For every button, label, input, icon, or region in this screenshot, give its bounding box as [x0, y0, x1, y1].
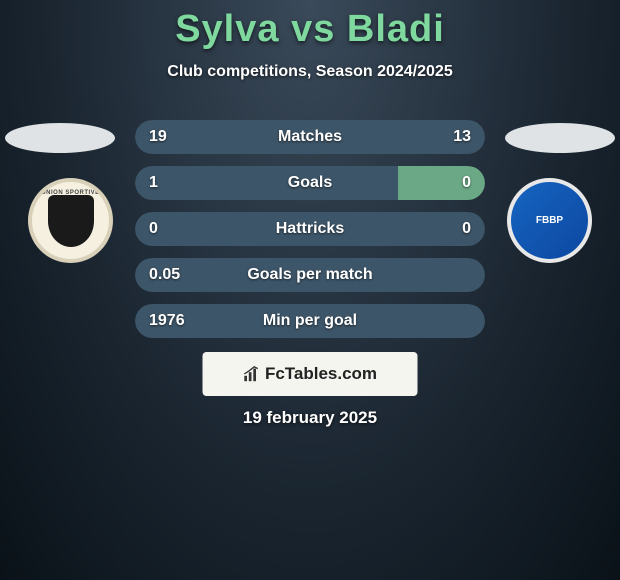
team-crest-left: UNION SPORTIVE	[28, 178, 113, 263]
stat-label: Min per goal	[135, 304, 485, 338]
stat-label: Matches	[135, 120, 485, 154]
stat-label: Hattricks	[135, 212, 485, 246]
stat-value-right: 0	[462, 166, 471, 200]
page-subtitle: Club competitions, Season 2024/2025	[0, 63, 620, 81]
team-crest-right: FBBP	[507, 178, 592, 263]
stat-row: 1976Min per goal	[135, 304, 485, 338]
brand-box: FcTables.com	[203, 352, 418, 396]
shadow-ellipse-left	[5, 123, 115, 153]
page-title: Sylva vs Bladi	[0, 0, 620, 51]
stat-value-right: 0	[462, 212, 471, 246]
stat-value-right: 13	[453, 120, 471, 154]
stat-row: 0Hattricks0	[135, 212, 485, 246]
stat-row: 0.05Goals per match	[135, 258, 485, 292]
crest-left-shield	[48, 195, 94, 247]
footer-date: 19 february 2025	[0, 408, 620, 428]
stat-row: 19Matches13	[135, 120, 485, 154]
chart-icon	[243, 365, 261, 383]
brand-text: FcTables.com	[265, 364, 377, 384]
stat-row: 1Goals0	[135, 166, 485, 200]
stat-label: Goals	[135, 166, 485, 200]
stats-container: 19Matches131Goals00Hattricks00.05Goals p…	[135, 120, 485, 350]
shadow-ellipse-right	[505, 123, 615, 153]
crest-right-text: FBBP	[536, 215, 563, 226]
stat-label: Goals per match	[135, 258, 485, 292]
